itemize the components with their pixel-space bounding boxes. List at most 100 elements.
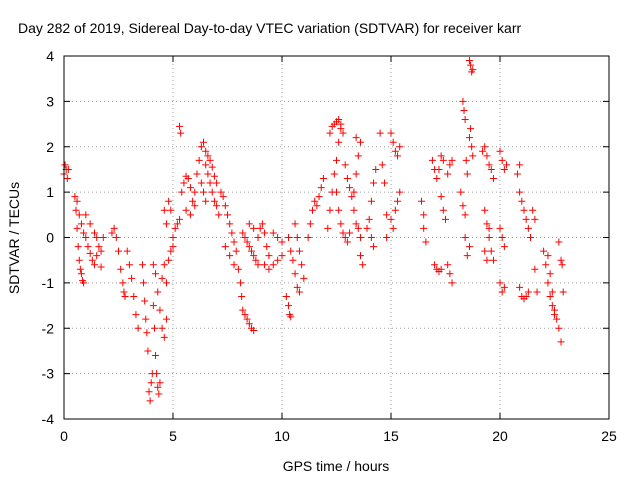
x-tick-label: 25 <box>601 428 617 444</box>
data-point <box>444 261 452 269</box>
data-point <box>533 288 541 296</box>
data-point <box>335 206 343 214</box>
data-point <box>112 234 120 241</box>
data-point <box>202 161 210 169</box>
y-tick-label: 4 <box>46 48 54 64</box>
data-point <box>265 252 273 260</box>
data-point <box>154 288 162 296</box>
data-point <box>319 175 327 183</box>
data-point <box>343 175 351 183</box>
data-point <box>352 170 360 178</box>
data-point <box>165 197 173 205</box>
data-point <box>367 197 375 205</box>
data-point <box>282 292 290 300</box>
data-point <box>72 206 80 214</box>
data-point <box>555 238 563 246</box>
data-point <box>146 397 154 405</box>
data-point <box>433 175 441 183</box>
data-point <box>177 129 185 137</box>
data-point <box>487 247 495 255</box>
data-point <box>171 224 179 232</box>
data-point <box>467 61 475 69</box>
data-point <box>182 206 190 214</box>
data-point <box>132 311 140 319</box>
data-point <box>213 202 221 210</box>
data-point <box>367 234 375 241</box>
data-point <box>465 57 473 65</box>
data-point <box>243 238 251 246</box>
data-point <box>269 229 277 237</box>
data-point <box>383 234 391 241</box>
data-point <box>460 106 468 114</box>
data-point <box>285 234 293 241</box>
data-point <box>93 234 101 241</box>
data-point <box>333 188 340 196</box>
data-point <box>431 261 439 269</box>
data-point <box>500 165 508 173</box>
data-point <box>483 152 491 160</box>
data-point <box>389 224 397 232</box>
data-point <box>204 170 212 178</box>
data-point <box>119 279 127 287</box>
data-point <box>498 234 506 241</box>
data-point <box>73 197 81 205</box>
data-point <box>117 265 125 273</box>
data-point <box>252 256 260 264</box>
chart-title: Day 282 of 2019, Sidereal Day-to-day VTE… <box>18 20 521 36</box>
axis-ticks: 0 5 10 15 20 25 -4 -3 -2 -1 0 1 2 3 4 <box>42 48 617 444</box>
x-tick-label: 5 <box>169 428 177 444</box>
data-point <box>265 265 273 273</box>
data-point <box>178 188 186 196</box>
data-point <box>391 206 399 214</box>
data-point <box>230 238 238 246</box>
data-point <box>152 351 160 359</box>
data-point <box>489 256 497 264</box>
data-point <box>309 206 317 214</box>
data-point <box>461 234 469 241</box>
data-point <box>130 292 138 300</box>
data-point <box>239 306 247 314</box>
data-point <box>524 288 532 296</box>
data-point <box>463 170 471 178</box>
data-point <box>77 220 85 228</box>
data-point <box>145 388 153 396</box>
data-point <box>483 220 491 228</box>
data-point <box>189 197 197 205</box>
data-point <box>245 243 253 251</box>
data-point <box>125 261 133 269</box>
data-point <box>304 234 312 241</box>
data-point <box>123 247 131 255</box>
data-point <box>256 224 264 232</box>
data-point <box>95 243 103 251</box>
data-point <box>210 172 218 180</box>
data-point <box>330 170 338 178</box>
data-point <box>228 229 236 237</box>
data-point <box>522 215 530 223</box>
data-point <box>542 261 550 269</box>
data-point <box>500 243 508 251</box>
data-point <box>254 261 262 269</box>
data-point <box>71 193 79 201</box>
data-point <box>446 161 454 169</box>
data-point <box>75 256 83 264</box>
data-point <box>162 315 170 323</box>
data-point <box>544 252 552 260</box>
data-point <box>387 129 395 137</box>
data-point <box>289 256 297 264</box>
data-point <box>287 313 295 321</box>
data-point <box>64 165 72 173</box>
data-point <box>551 306 558 314</box>
grid <box>64 56 609 419</box>
data-point <box>245 220 253 228</box>
data-point <box>156 306 164 314</box>
data-point <box>176 215 184 223</box>
data-point <box>74 243 82 251</box>
data-point <box>291 220 299 228</box>
data-point <box>77 270 85 278</box>
data-point <box>241 311 249 319</box>
data-point <box>160 333 168 341</box>
data-point <box>144 347 152 355</box>
data-point <box>346 184 354 192</box>
data-point <box>459 202 467 210</box>
data-point <box>548 302 556 310</box>
